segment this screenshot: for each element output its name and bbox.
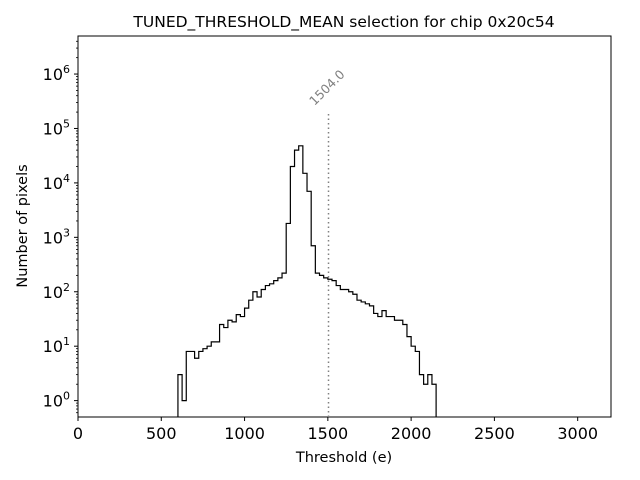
y-tick-label: 101 xyxy=(43,335,70,356)
plot-frame xyxy=(77,35,612,418)
y-axis-label: Number of pixels xyxy=(15,164,31,287)
plot-area: 1504.0 xyxy=(77,35,612,418)
x-axis-label: Threshold (e) xyxy=(295,450,392,466)
x-tick-label: 1000 xyxy=(224,424,265,443)
y-tick-label: 103 xyxy=(43,226,70,247)
x-tick-label: 500 xyxy=(146,424,177,443)
y-tick-label: 102 xyxy=(43,281,70,302)
x-tick-label: 2500 xyxy=(474,424,515,443)
x-tick-label: 2000 xyxy=(391,424,432,443)
chart-title: TUNED_THRESHOLD_MEAN selection for chip … xyxy=(132,13,554,32)
y-tick-label: 106 xyxy=(43,63,70,84)
histogram-step-line xyxy=(177,145,437,417)
x-tick-label: 3000 xyxy=(557,424,598,443)
y-axis: 100 101 102 103 104 105 106 xyxy=(43,40,78,414)
y-tick-label: 100 xyxy=(43,390,70,411)
x-tick-label: 1500 xyxy=(307,424,348,443)
x-axis: 0 500 1000 1500 2000 2500 3000 xyxy=(73,417,598,443)
y-tick-label: 104 xyxy=(43,172,70,193)
y-tick-label: 105 xyxy=(43,117,70,138)
x-tick-label: 0 xyxy=(73,424,83,443)
threshold-mean-label: 1504.0 xyxy=(306,67,348,109)
